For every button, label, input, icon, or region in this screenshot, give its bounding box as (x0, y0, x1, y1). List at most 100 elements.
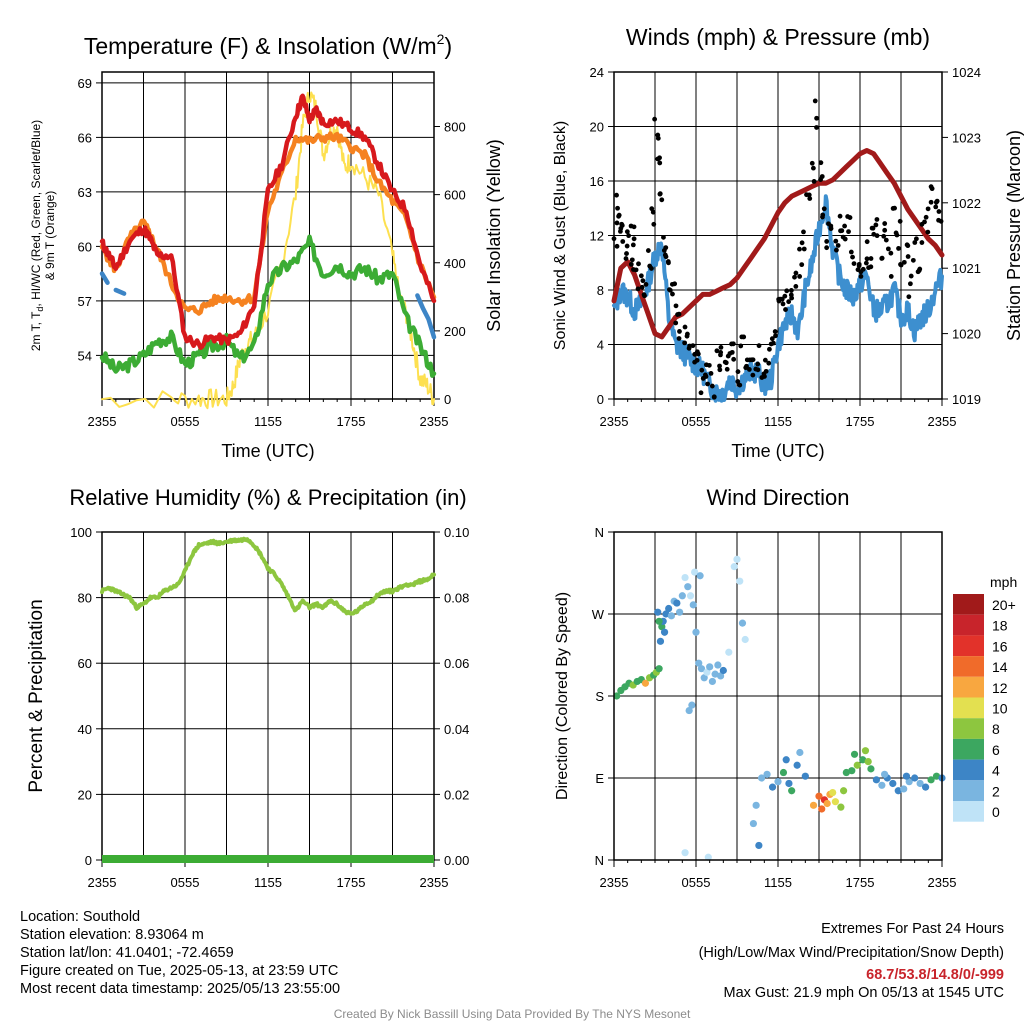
gust-point (793, 284, 799, 289)
y2-tick-label: 600 (444, 188, 466, 203)
gust-point (628, 261, 634, 267)
gust-point (769, 336, 775, 342)
x-tick-label: 2355 (420, 414, 449, 429)
gust-point (714, 348, 720, 354)
direction-point (859, 756, 867, 764)
station-elevation: Station elevation: 8.93064 m (20, 927, 204, 943)
direction-point (655, 617, 663, 625)
direction-point (905, 778, 913, 786)
gust-point (655, 135, 661, 141)
gust-point (812, 98, 818, 104)
gust-point (882, 227, 888, 233)
y2-tick-label: 0.06 (444, 656, 469, 671)
legend-label: 6 (992, 742, 1000, 758)
y2-tick-label: 1020 (952, 327, 981, 342)
series-station-pressure-line (611, 148, 945, 340)
station-info: Location: Southold Station elevation: 8.… (20, 908, 340, 998)
y-tick-label: 60 (78, 656, 92, 671)
gust-point (709, 383, 715, 389)
gust-point (851, 261, 857, 267)
gust-point (722, 359, 728, 365)
plot-frame (613, 531, 943, 861)
credit-line: Created By Nick Bassill Using Data Provi… (333, 1007, 691, 1021)
direction-point (704, 853, 712, 861)
gust-point (858, 273, 864, 279)
direction-point (685, 706, 693, 715)
panel-3: 0 20 40 60 80 100 0.00 0.02 0.04 0.06 0.08 0.10 2355… (26, 485, 469, 890)
gust-point (934, 198, 940, 204)
legend-label: 0 (992, 804, 1000, 820)
direction-point (902, 772, 911, 780)
series-heat-index-windchill-line (415, 293, 437, 340)
gust-point (874, 217, 880, 222)
gust-point (881, 233, 887, 239)
direction-point (658, 623, 666, 631)
gust-point (888, 250, 894, 256)
direction-point (736, 577, 744, 585)
y-tick-label: 8 (597, 283, 604, 298)
gust-point (783, 307, 788, 312)
gust-point (848, 249, 854, 255)
gust-point (699, 367, 705, 373)
gust-point (873, 222, 879, 228)
direction-point (881, 770, 889, 778)
gust-point (863, 260, 869, 266)
y2-tick-label: 1023 (952, 130, 981, 145)
direction-point (654, 608, 662, 616)
gust-point (807, 196, 813, 201)
gust-point (799, 262, 805, 268)
direction-point (706, 663, 714, 671)
direction-point (730, 563, 738, 571)
legend-swatch (953, 697, 984, 719)
direction-point (681, 849, 689, 857)
gust-point (652, 116, 658, 122)
x-tick-label: 2355 (420, 875, 449, 890)
gust-point (651, 221, 657, 227)
direction-point (738, 619, 747, 627)
max-gust: Max Gust: 21.9 mph On 05/13 at 1545 UTC (723, 985, 1004, 1001)
extremes-panel: Extremes For Past 24 Hours (High/Low/Max… (699, 920, 1004, 1002)
direction-point (678, 592, 686, 600)
gust-point (770, 340, 776, 346)
gust-point (673, 320, 679, 326)
gust-point (905, 243, 911, 249)
direction-point (763, 770, 771, 778)
gust-point (756, 343, 762, 349)
y-tick-label: 20 (590, 120, 604, 135)
direction-point (691, 568, 699, 576)
x-tick-label: 0555 (682, 414, 711, 429)
gust-point (743, 365, 749, 371)
gust-point (705, 381, 711, 387)
gust-point (708, 371, 714, 376)
direction-point (692, 628, 700, 636)
gust-point (663, 254, 669, 260)
gust-point (824, 245, 830, 251)
gust-point (735, 379, 741, 384)
direction-point (894, 787, 902, 795)
y-tick-label: 60 (78, 239, 92, 254)
x-tick-label: 2355 (600, 414, 629, 429)
x-tick-label: 0555 (682, 875, 711, 890)
gust-point (636, 261, 641, 267)
gust-point (630, 242, 636, 248)
direction-point (673, 599, 681, 607)
y2-tick-label: 0 (444, 392, 451, 407)
legend-swatch (953, 738, 984, 760)
gust-point (913, 236, 919, 242)
y2-tick-label: 0.02 (444, 787, 469, 802)
gust-point (845, 214, 851, 219)
station-latlon: Station lat/lon: 41.0401; -72.4659 (20, 945, 234, 961)
x-axis-label: Time (UTC) (731, 441, 824, 461)
y-axis-label-end: , HI/WC (Red, Green, Scarlet/Blue) (29, 120, 43, 307)
gust-point (619, 223, 625, 228)
gust-point (788, 292, 794, 298)
series-heat-index-windchill-line (113, 287, 127, 296)
gust-point (801, 229, 806, 235)
y-axis-label: Percent & Precipitation (26, 599, 47, 792)
gust-point (868, 256, 874, 261)
gust-point (698, 390, 704, 396)
y-tick-label: 0 (597, 392, 604, 407)
gust-point (888, 274, 894, 279)
y2-tick-label: 0.10 (444, 525, 469, 540)
